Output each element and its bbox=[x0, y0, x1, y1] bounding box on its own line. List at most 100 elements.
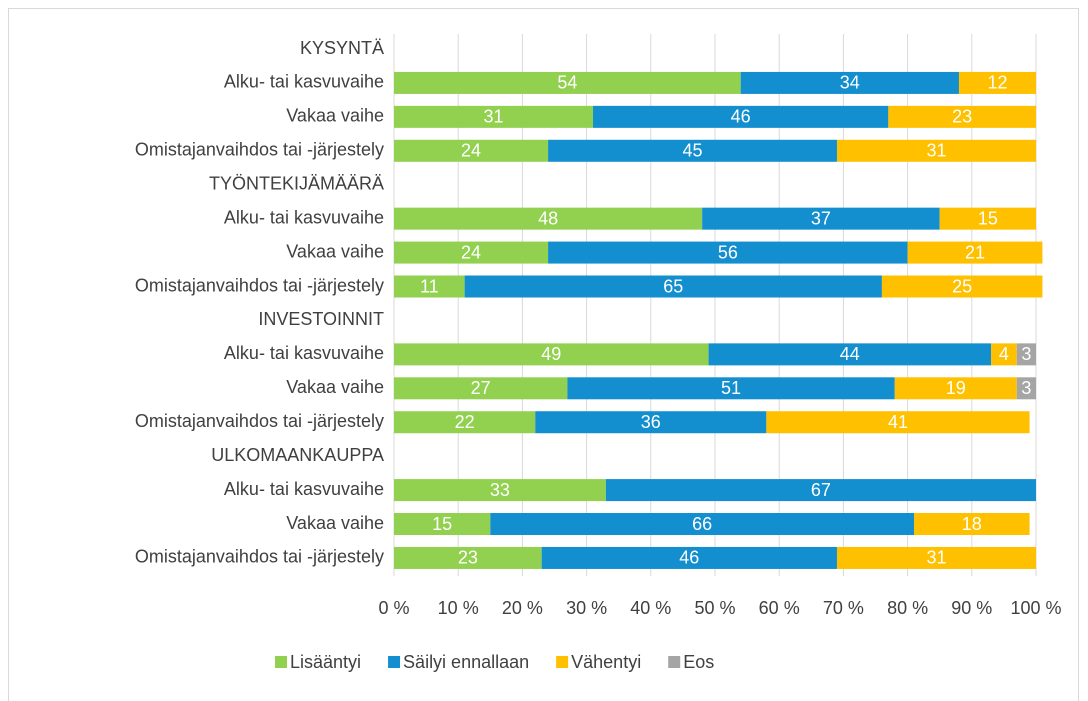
data-label: 46 bbox=[731, 107, 751, 127]
x-tick-label: 0 % bbox=[378, 598, 409, 618]
x-tick-label: 30 % bbox=[566, 598, 607, 618]
legend-label: Säilyi ennallaan bbox=[403, 652, 529, 672]
bar-segment bbox=[939, 207, 1036, 230]
x-tick-label: 40 % bbox=[630, 598, 671, 618]
data-label: 36 bbox=[641, 412, 661, 432]
y-tick-label: Vakaa vaihe bbox=[286, 241, 384, 261]
data-label: 3 bbox=[1021, 344, 1031, 364]
y-tick-label: TYÖNTEKIJÄMÄÄRÄ bbox=[209, 173, 384, 193]
data-label: 49 bbox=[541, 344, 561, 364]
x-tick-label: 90 % bbox=[951, 598, 992, 618]
data-label: 45 bbox=[683, 141, 703, 161]
data-label: 37 bbox=[811, 208, 831, 228]
bar-segment bbox=[490, 513, 915, 536]
bar-segment bbox=[541, 546, 837, 569]
data-label: 11 bbox=[420, 276, 439, 296]
bar-segment bbox=[740, 71, 959, 94]
y-tick-label: Omistajanvaihdos tai -järjestely bbox=[135, 140, 384, 160]
x-tick-label: 60 % bbox=[759, 598, 800, 618]
bar-segment bbox=[958, 71, 1036, 94]
y-tick-label: KYSYNTÄ bbox=[300, 38, 384, 58]
data-label: 34 bbox=[840, 73, 860, 93]
bar-segment bbox=[836, 139, 1036, 162]
bar-segment bbox=[1016, 377, 1036, 400]
data-label: 67 bbox=[811, 480, 831, 500]
bar-segment bbox=[394, 343, 709, 366]
data-label: 15 bbox=[432, 514, 452, 534]
y-tick-label: Omistajanvaihdos tai -järjestely bbox=[135, 547, 384, 567]
bar-segment bbox=[464, 275, 882, 298]
x-tick-label: 70 % bbox=[823, 598, 864, 618]
y-tick-label: Omistajanvaihdos tai -järjestely bbox=[135, 411, 384, 431]
bar-segment bbox=[548, 241, 908, 264]
data-label: 18 bbox=[962, 514, 982, 534]
bar-segment bbox=[593, 105, 889, 128]
data-label: 19 bbox=[946, 378, 966, 398]
bar-segment bbox=[394, 207, 703, 230]
legend-swatch bbox=[668, 656, 681, 668]
data-label: 44 bbox=[840, 344, 860, 364]
data-label: 56 bbox=[718, 242, 738, 262]
data-label: 46 bbox=[679, 548, 699, 568]
data-label: 31 bbox=[926, 141, 946, 161]
data-label: 25 bbox=[952, 276, 972, 296]
chart-border bbox=[8, 8, 1079, 701]
bar-segment bbox=[535, 411, 767, 434]
y-tick-label: ULKOMAANKAUPPA bbox=[211, 445, 384, 465]
data-label: 31 bbox=[483, 107, 503, 127]
data-label: 33 bbox=[490, 480, 510, 500]
data-label: 54 bbox=[557, 73, 577, 93]
bar-segment bbox=[394, 71, 741, 94]
y-tick-label: INVESTOINNIT bbox=[258, 309, 384, 329]
legend-label: Vähentyi bbox=[571, 652, 641, 672]
data-label: 27 bbox=[471, 378, 491, 398]
bar-segment bbox=[991, 343, 1017, 366]
data-label: 66 bbox=[692, 514, 712, 534]
bar-segment bbox=[766, 411, 1030, 434]
bar-segment bbox=[394, 377, 568, 400]
y-tick-label: Alku- tai kasvuvaihe bbox=[224, 479, 384, 499]
y-tick-label: Alku- tai kasvuvaihe bbox=[224, 343, 384, 363]
y-tick-label: Vakaa vaihe bbox=[286, 513, 384, 533]
bar-segment bbox=[567, 377, 895, 400]
bar-segment bbox=[894, 377, 1017, 400]
data-label: 23 bbox=[458, 548, 478, 568]
y-tick-label: Alku- tai kasvuvaihe bbox=[224, 72, 384, 92]
bar-segment bbox=[836, 546, 1036, 569]
x-tick-label: 10 % bbox=[438, 598, 479, 618]
bar-segment bbox=[394, 479, 606, 502]
data-label: 4 bbox=[999, 344, 1009, 364]
y-tick-label: Vakaa vaihe bbox=[286, 106, 384, 126]
bar-segment bbox=[394, 411, 536, 434]
legend-swatch bbox=[275, 656, 287, 668]
bar-segment bbox=[881, 275, 1043, 298]
y-tick-label: Vakaa vaihe bbox=[286, 377, 384, 397]
data-label: 12 bbox=[987, 73, 1007, 93]
bar-segment bbox=[394, 513, 491, 536]
bar-segment bbox=[394, 105, 594, 128]
data-label: 21 bbox=[965, 242, 985, 262]
data-label: 41 bbox=[888, 412, 908, 432]
data-label: 22 bbox=[455, 412, 475, 432]
bar-segment bbox=[1016, 343, 1036, 366]
bar-segment bbox=[394, 275, 465, 298]
bar-segment bbox=[394, 139, 549, 162]
x-tick-label: 20 % bbox=[502, 598, 543, 618]
y-tick-label: Omistajanvaihdos tai -järjestely bbox=[135, 275, 384, 295]
bar-segment bbox=[888, 105, 1036, 128]
data-label: 23 bbox=[952, 107, 972, 127]
data-label: 24 bbox=[461, 242, 481, 262]
bar-segment bbox=[708, 343, 992, 366]
data-label: 24 bbox=[461, 141, 481, 161]
legend-swatch bbox=[388, 656, 401, 668]
y-tick-label: Alku- tai kasvuvaihe bbox=[224, 207, 384, 227]
data-label: 15 bbox=[978, 208, 998, 228]
bar-segment bbox=[702, 207, 940, 230]
x-tick-label: 80 % bbox=[887, 598, 928, 618]
bar-segment bbox=[548, 139, 837, 162]
bar-segment bbox=[907, 241, 1043, 264]
x-tick-label: 100 % bbox=[1010, 598, 1061, 618]
legend-swatch bbox=[556, 656, 569, 668]
data-label: 65 bbox=[663, 276, 683, 296]
